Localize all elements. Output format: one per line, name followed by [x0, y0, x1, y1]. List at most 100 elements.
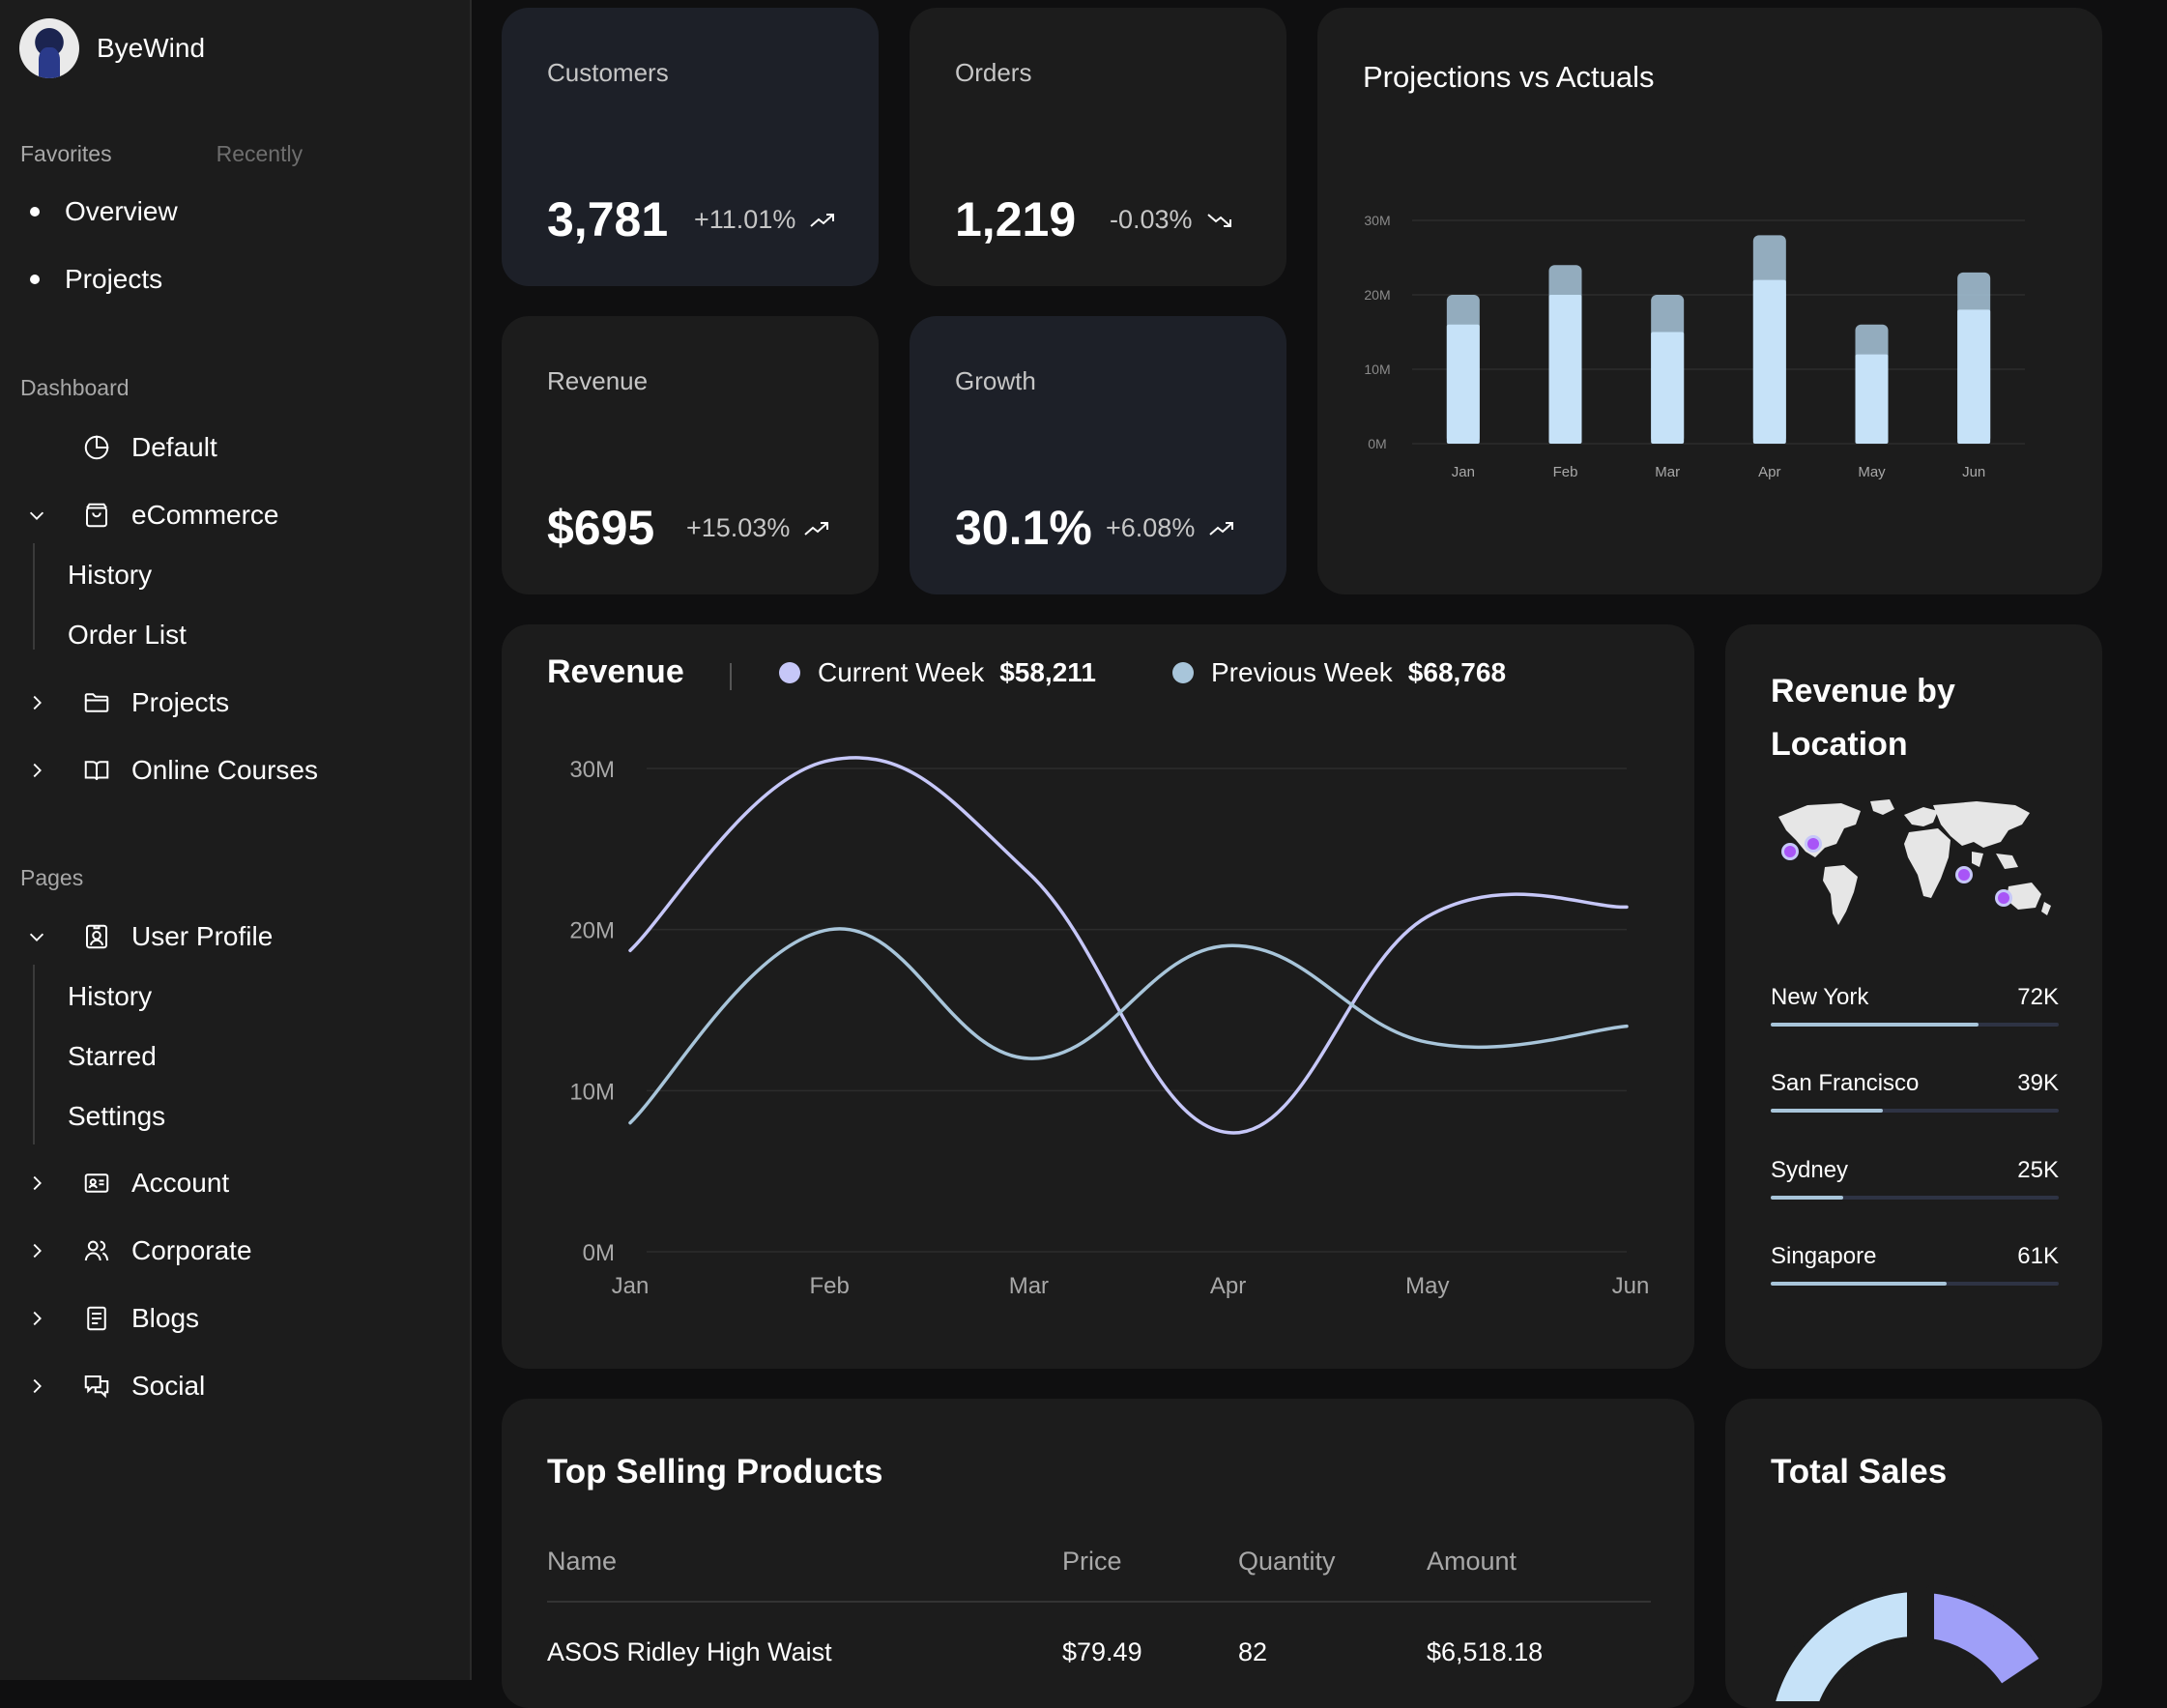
- chevron-right-icon[interactable]: [19, 760, 54, 781]
- chevron-right-icon[interactable]: [19, 1240, 54, 1261]
- sidebar-item-account[interactable]: Account: [0, 1159, 229, 1207]
- revenue-card: [502, 624, 1694, 1369]
- user-badge-icon: [79, 919, 114, 954]
- location-row-new-york: New York 72K: [1771, 984, 2059, 1027]
- x-tick-label: Jun: [1612, 1273, 1650, 1299]
- location-row-sydney: Sydney 25K: [1771, 1157, 2059, 1200]
- x-tick-label: Apr: [1210, 1273, 1246, 1299]
- location-bar-fill: [1771, 1196, 1843, 1200]
- bar-actual: [1855, 354, 1889, 444]
- sidebar-item-online-courses[interactable]: Online Courses: [0, 746, 318, 795]
- legend-previous-week[interactable]: Previous Week $68,768: [1172, 657, 1506, 688]
- kpi-change-value: +11.01%: [694, 205, 796, 234]
- series-line-previous-week: [628, 927, 1629, 1125]
- chevron-right-icon[interactable]: [19, 1172, 54, 1194]
- kpi-card-revenue[interactable]: Revenue $695 +15.03%: [502, 316, 879, 594]
- favorite-item-overview[interactable]: Overview: [30, 196, 178, 227]
- bullet-icon: [30, 207, 40, 217]
- table-divider: [547, 1601, 1651, 1603]
- section-label-pages: Pages: [20, 865, 84, 890]
- sidebar-item-corporate[interactable]: Corporate: [0, 1227, 252, 1275]
- sidebar-subitem-order-list[interactable]: Order List: [68, 620, 187, 650]
- bar-actual: [1651, 332, 1685, 444]
- world-map-landmass: [1778, 799, 2051, 925]
- series-line-current-week: [628, 756, 1629, 1135]
- column-header-name[interactable]: Name: [547, 1547, 618, 1576]
- x-tick-label: May: [1858, 464, 1886, 480]
- tab-recently[interactable]: Recently: [216, 141, 303, 166]
- y-tick-label: 10M: [1364, 362, 1390, 377]
- chevron-down-icon[interactable]: [19, 926, 54, 947]
- sidebar-item-projects[interactable]: Projects: [0, 679, 229, 727]
- total-sales-title: Total Sales: [1771, 1453, 1948, 1491]
- table-cell-price: $79.49: [1062, 1637, 1142, 1666]
- sidebar-item-social[interactable]: Social: [0, 1362, 205, 1410]
- sidebar-item-user-profile[interactable]: User Profile: [0, 912, 273, 961]
- sidebar-item-label: Corporate: [131, 1235, 252, 1265]
- kpi-title: Orders: [955, 58, 1032, 87]
- location-bar-fill: [1771, 1109, 1884, 1113]
- bullet-icon: [30, 275, 40, 284]
- location-card: [1725, 624, 2102, 1369]
- sidebar-item-label: Account: [131, 1168, 230, 1198]
- sidebar-subitem-settings[interactable]: Settings: [68, 1101, 166, 1131]
- bar-actual: [1446, 324, 1480, 444]
- sidebar-item-label: User Profile: [131, 921, 274, 951]
- x-tick-label: Mar: [1009, 1273, 1049, 1299]
- kpi-change: -0.03%: [1110, 205, 1233, 235]
- products-title: Top Selling Products: [547, 1453, 883, 1491]
- location-city: Singapore: [1771, 1243, 1877, 1269]
- trend-up-icon: [1209, 521, 1234, 536]
- location-row-san-francisco: San Francisco 39K: [1771, 1070, 2059, 1113]
- location-city: New York: [1771, 984, 1869, 1010]
- legend-value: $58,211: [999, 657, 1096, 687]
- favorite-label: Overview: [65, 196, 178, 226]
- chevron-right-icon[interactable]: [19, 692, 54, 713]
- kpi-title: Customers: [547, 58, 669, 87]
- donut-segment: [1767, 1584, 1915, 1708]
- kpi-card-customers[interactable]: Customers 3,781 +11.01%: [502, 8, 879, 286]
- chevron-down-icon[interactable]: [19, 505, 54, 526]
- location-city: Sydney: [1771, 1157, 1849, 1183]
- sidebar-item-label: Blogs: [131, 1303, 200, 1333]
- kpi-change: +11.01%: [694, 205, 836, 235]
- revenue-line-chart: 0M 10M 20M 30M Jan Feb Mar Apr May Jun: [569, 756, 1650, 1299]
- location-value: 39K: [2017, 1070, 2059, 1096]
- x-tick-label: Mar: [1655, 464, 1680, 480]
- y-tick-label: 0M: [1368, 436, 1386, 451]
- tree-line: [33, 965, 35, 1144]
- tab-favorites[interactable]: Favorites: [20, 141, 112, 166]
- kpi-change-value: +6.08%: [1106, 513, 1196, 542]
- x-tick-label: Feb: [1553, 464, 1578, 480]
- x-tick-label: Jun: [1962, 464, 1985, 480]
- sidebar-item-ecommerce[interactable]: eCommerce: [0, 491, 278, 539]
- sidebar-subitem-history[interactable]: History: [68, 981, 153, 1011]
- sidebar-item-label: Online Courses: [131, 755, 318, 785]
- title-divider: [730, 663, 732, 690]
- location-bar: [1771, 1023, 2059, 1027]
- projections-title: Projections vs Actuals: [1363, 60, 1655, 94]
- kpi-change-value: +15.03%: [686, 513, 791, 542]
- kpi-card-orders[interactable]: Orders 1,219 -0.03%: [910, 8, 1286, 286]
- bar-actual: [1752, 279, 1786, 444]
- sidebar-item-blogs[interactable]: Blogs: [0, 1294, 199, 1343]
- chevron-right-icon[interactable]: [19, 1308, 54, 1329]
- kpi-card-growth[interactable]: Growth 30.1% +6.08%: [910, 316, 1286, 594]
- location-bar: [1771, 1196, 2059, 1200]
- table-cell-quantity: 82: [1238, 1637, 1268, 1666]
- brand[interactable]: ByeWind: [19, 18, 205, 78]
- x-tick-label: Jan: [1452, 464, 1475, 480]
- kpi-change: +6.08%: [1106, 513, 1235, 543]
- total-sales-card: Total Sales: [1725, 1399, 2102, 1708]
- sidebar-item-default[interactable]: Default: [0, 423, 217, 472]
- column-header-amount[interactable]: Amount: [1427, 1547, 1517, 1576]
- chevron-right-icon[interactable]: [19, 1375, 54, 1397]
- folder-icon: [79, 685, 114, 720]
- legend-current-week[interactable]: Current Week $58,211: [779, 657, 1096, 688]
- sidebar-subitem-starred[interactable]: Starred: [68, 1041, 157, 1071]
- sidebar-subitem-history[interactable]: History: [68, 560, 153, 590]
- favorite-item-projects[interactable]: Projects: [30, 264, 162, 295]
- column-header-quantity[interactable]: Quantity: [1238, 1547, 1336, 1576]
- location-bar-fill: [1771, 1282, 1947, 1286]
- column-header-price[interactable]: Price: [1062, 1547, 1122, 1576]
